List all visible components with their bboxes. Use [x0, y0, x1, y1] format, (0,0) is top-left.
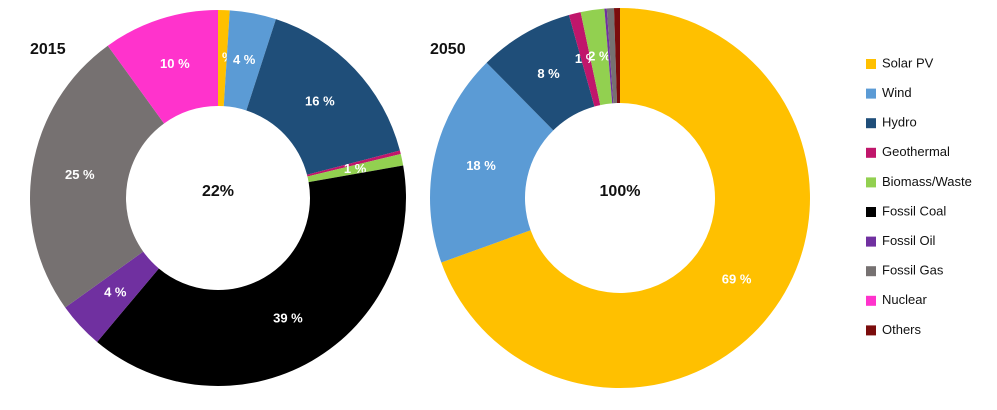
data-label: 18 % — [466, 158, 496, 173]
legend-swatch — [866, 236, 876, 247]
slice — [97, 165, 407, 387]
slice — [307, 150, 401, 177]
slice — [246, 19, 400, 175]
legend-swatch — [866, 118, 876, 129]
legend-label: Geothermal — [882, 144, 950, 159]
data-label: 10 % — [160, 56, 190, 71]
data-label: 4 % — [104, 285, 127, 300]
slice — [604, 8, 613, 104]
slice — [568, 12, 601, 107]
legend-label: Others — [882, 322, 922, 337]
slice — [107, 10, 218, 124]
slice — [613, 8, 620, 104]
data-label: 8 % — [537, 66, 560, 81]
data-label: 2 % — [588, 48, 611, 63]
legend-label: Fossil Oil — [882, 233, 936, 248]
legend-label: Hydro — [882, 115, 917, 130]
legend-label: Solar PV — [882, 55, 934, 70]
legend-swatch — [866, 147, 876, 158]
center-label: 100% — [600, 183, 641, 200]
legend-label: Fossil Coal — [882, 203, 946, 218]
slice — [307, 153, 404, 183]
data-label: 1 % — [344, 161, 367, 176]
center-label: 22% — [202, 183, 234, 200]
legend-label: Nuclear — [882, 292, 927, 307]
legend-swatch — [866, 266, 876, 277]
slice — [30, 45, 165, 308]
legend-swatch — [866, 88, 876, 99]
legend-label: Wind — [882, 85, 912, 100]
chart-title: 2015 — [30, 41, 66, 58]
legend-label: Fossil Gas — [882, 263, 944, 278]
data-label: 69 % — [722, 271, 752, 286]
legend-swatch — [866, 295, 876, 306]
data-label: 39 % — [273, 311, 303, 326]
data-label: 4 % — [233, 52, 256, 67]
legend-label: Biomass/Waste — [882, 174, 972, 189]
chart-title: 2050 — [430, 41, 466, 58]
slice — [218, 10, 230, 107]
legend-swatch — [866, 325, 876, 336]
slice — [486, 14, 595, 131]
slice — [606, 8, 617, 104]
slice — [580, 8, 613, 106]
slice — [223, 10, 276, 111]
legend-swatch — [866, 59, 876, 69]
slice — [65, 251, 159, 342]
legend-swatch — [866, 207, 876, 217]
legend-swatch — [866, 177, 876, 188]
data-label: 16 % — [305, 93, 335, 108]
data-label: 25 % — [65, 167, 95, 182]
slice — [430, 62, 554, 263]
slice — [441, 8, 811, 389]
slice — [604, 8, 614, 104]
